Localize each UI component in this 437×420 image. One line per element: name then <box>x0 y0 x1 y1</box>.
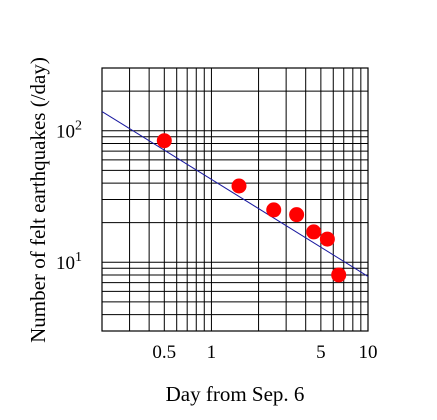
x-axis-label: Day from Sep. 6 <box>166 382 305 406</box>
data-point <box>156 133 172 149</box>
data-point <box>306 224 322 240</box>
y-tick-label: 102 <box>56 119 82 143</box>
data-points <box>156 133 347 283</box>
x-tick-label: 10 <box>359 342 378 363</box>
trend-line <box>101 111 369 277</box>
data-point <box>266 202 282 218</box>
y-axis-label: Number of felt earthquakes (/day) <box>26 57 50 343</box>
data-point <box>231 178 247 194</box>
plot-frame <box>101 67 369 332</box>
y-tick-label: 101 <box>56 250 82 274</box>
grid <box>102 68 368 331</box>
data-point <box>289 207 305 223</box>
x-tick-label: 5 <box>316 342 326 363</box>
data-point <box>319 231 335 247</box>
x-tick-label: 1 <box>207 342 217 363</box>
data-point <box>331 267 347 283</box>
x-tick-label: 0.5 <box>152 342 176 363</box>
x-tick-labels: 0.5 1 5 10 <box>152 342 377 363</box>
y-tick-labels: 102 101 <box>56 119 82 275</box>
